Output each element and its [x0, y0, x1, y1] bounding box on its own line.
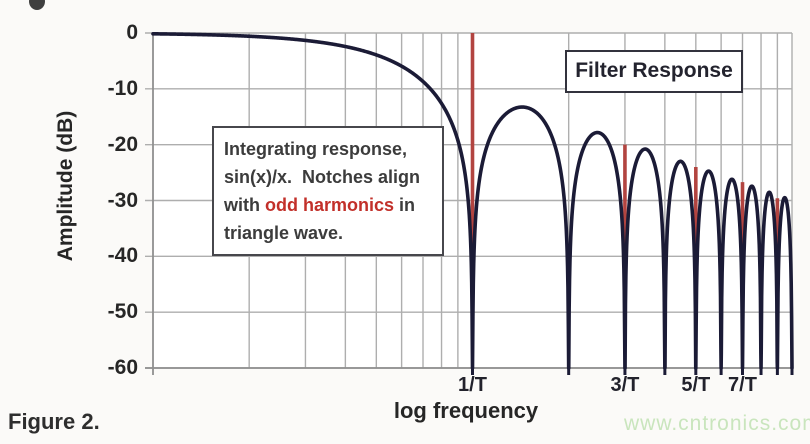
x-tick-label: 7/T: [728, 374, 757, 396]
watermark: www.cntronics.com: [624, 412, 810, 435]
annotation-text-after: in triangle wave.: [224, 195, 416, 243]
figure-caption: Figure 2.: [8, 409, 100, 434]
y-tick-label: 0: [126, 21, 138, 44]
filter-response-label-box: Filter Response: [565, 50, 743, 93]
annotation-box: Integrating response, sin(x)/x. Notches …: [212, 126, 444, 256]
response-curve: [151, 31, 794, 370]
annotation-highlight: odd harmonics: [265, 195, 395, 215]
x-tick-label: 3/T: [610, 374, 640, 396]
x-axis-title: log frequency: [393, 398, 539, 423]
y-tick-label: -60: [107, 356, 138, 379]
y-tick-label: -30: [107, 188, 138, 212]
y-tick-label: -50: [107, 300, 138, 324]
y-tick-label: -10: [107, 76, 138, 100]
y-tick-label: -20: [107, 132, 138, 156]
x-tick-label: 1/T: [458, 374, 487, 396]
annotation-text-before: Integrating response, sin(x)/x. Notches …: [224, 139, 421, 215]
y-axis-title: Amplitude (dB): [54, 110, 77, 262]
corner-artifact: [29, 0, 45, 10]
y-tick-label: -40: [107, 244, 138, 268]
x-tick-label: 5/T: [681, 374, 711, 396]
